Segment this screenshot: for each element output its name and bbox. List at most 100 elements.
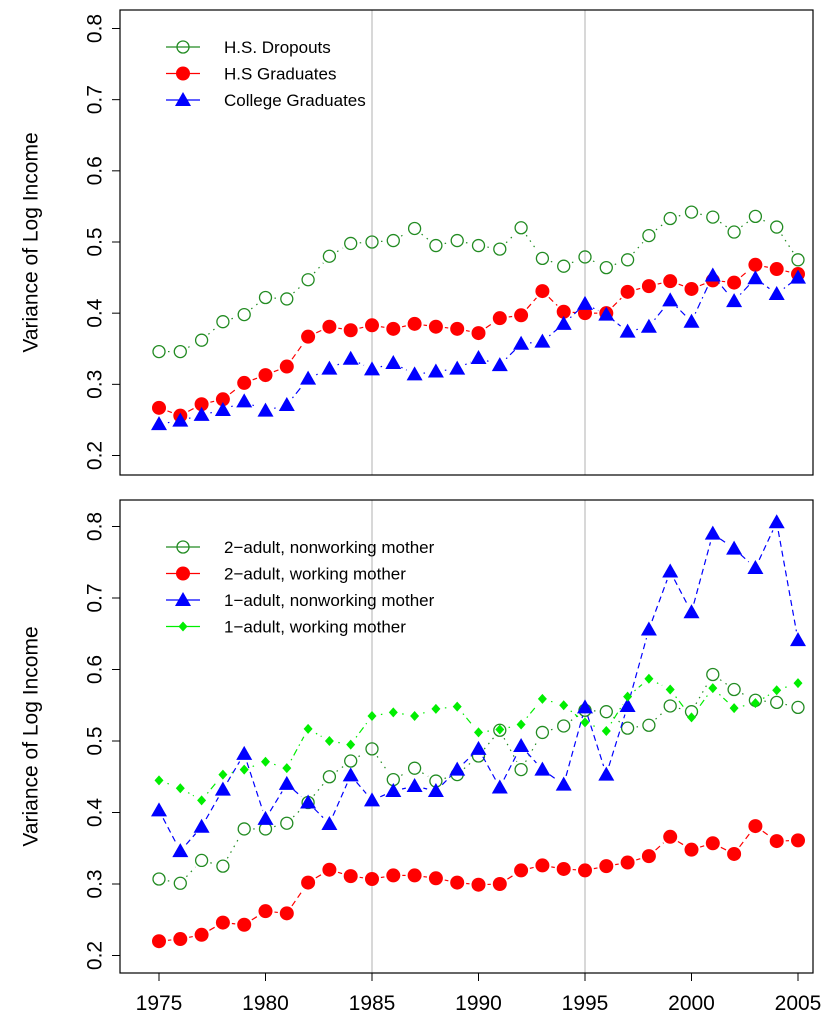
- data-point: [747, 270, 764, 285]
- series-line-segment: [188, 416, 194, 419]
- data-point: [555, 776, 572, 791]
- series-line-segment: [526, 705, 538, 719]
- data-point: [599, 705, 613, 719]
- legend-label: H.S. Dropouts: [224, 38, 331, 57]
- data-point: [173, 876, 187, 890]
- series-line-segment: [629, 637, 648, 698]
- series-line-segment: [719, 221, 728, 228]
- data-point: [257, 810, 274, 825]
- y-tick-label: 0.8: [83, 14, 106, 43]
- y-tick-label: 0.3: [83, 869, 106, 898]
- series-line-segment: [655, 223, 664, 231]
- series-line-segment: [358, 362, 365, 366]
- y-axis-title: Variance of Log Income: [19, 132, 42, 352]
- legend-marker: [176, 66, 190, 81]
- data-point: [493, 242, 507, 256]
- series-line-segment: [187, 792, 195, 797]
- data-point: [278, 396, 295, 411]
- series-line-segment: [185, 866, 196, 878]
- data-point: [365, 235, 379, 249]
- series-line-segment: [251, 915, 259, 921]
- series-line-segment: [226, 836, 241, 859]
- series-line-segment: [549, 774, 557, 780]
- data-point: [175, 783, 185, 794]
- series-line-segment: [693, 542, 712, 604]
- data-point: [471, 877, 486, 892]
- data-point: [535, 858, 550, 873]
- series-line-segment: [444, 776, 449, 780]
- y-tick-label: 0.7: [83, 583, 106, 612]
- series-line-segment: [167, 782, 173, 786]
- y-tick-label: 0.4: [83, 298, 106, 328]
- series-line-segment: [633, 241, 644, 254]
- legend-marker: [176, 540, 190, 554]
- data-point: [770, 695, 784, 710]
- x-tick-label: 2000: [668, 992, 715, 1015]
- series-line-segment: [636, 328, 641, 331]
- data-point: [406, 778, 423, 793]
- data-point: [772, 685, 782, 696]
- series-line-segment: [400, 232, 408, 237]
- series-2: [152, 819, 805, 949]
- series-line-segment: [758, 530, 774, 561]
- series-line-segment: [376, 755, 389, 773]
- data-point: [344, 754, 358, 768]
- data-point: [514, 762, 528, 777]
- data-point: [747, 559, 764, 574]
- data-point: [364, 361, 380, 376]
- series-line-segment: [486, 360, 492, 363]
- data-point: [769, 834, 784, 849]
- series-line-segment: [355, 722, 368, 738]
- series-line-segment: [762, 283, 770, 290]
- series-line-segment: [291, 889, 304, 907]
- data-point: [152, 344, 166, 359]
- data-point: [770, 220, 784, 234]
- series-line-segment: [676, 306, 686, 316]
- series-line-segment: [246, 762, 264, 811]
- data-point: [580, 717, 590, 728]
- series-line-segment: [593, 867, 598, 870]
- data-point: [343, 869, 358, 884]
- data-point: [280, 292, 294, 306]
- data-point: [258, 904, 273, 919]
- series-line-segment: [380, 326, 385, 328]
- series-line-segment: [359, 326, 364, 329]
- data-point: [279, 906, 294, 921]
- series-line-segment: [421, 772, 429, 777]
- series-line-segment: [463, 754, 473, 764]
- series-line-segment: [505, 349, 516, 360]
- legend-marker: [178, 621, 188, 632]
- series-line-segment: [739, 832, 751, 848]
- data-point: [237, 917, 252, 932]
- data-point: [663, 699, 677, 713]
- data-point: [301, 875, 316, 890]
- data-point: [342, 350, 359, 365]
- legend-marker: [175, 592, 191, 606]
- series-line-segment: [315, 873, 323, 879]
- series-line-segment: [487, 246, 492, 249]
- series-line-segment: [699, 845, 705, 848]
- series-line-segment: [483, 736, 495, 750]
- series-line-segment: [465, 242, 470, 245]
- data-point: [535, 251, 550, 266]
- series-line-segment: [678, 214, 684, 217]
- series-line-segment: [252, 404, 258, 408]
- data-point: [280, 816, 294, 830]
- data-point: [427, 363, 444, 378]
- data-point: [151, 802, 167, 817]
- series-line-segment: [485, 322, 493, 329]
- data-point: [218, 769, 228, 780]
- series-line-segment: [696, 695, 708, 711]
- data-point: [282, 763, 292, 774]
- data-point: [491, 779, 508, 794]
- data-point: [620, 721, 635, 735]
- series-line-segment: [400, 771, 407, 776]
- data-point: [470, 350, 487, 365]
- y-tick-label: 0.7: [83, 85, 106, 114]
- data-point: [535, 725, 550, 740]
- series-line-segment: [614, 262, 620, 266]
- data-point: [301, 273, 315, 287]
- data-point: [727, 846, 742, 861]
- data-point: [769, 262, 784, 277]
- data-point: [640, 621, 657, 636]
